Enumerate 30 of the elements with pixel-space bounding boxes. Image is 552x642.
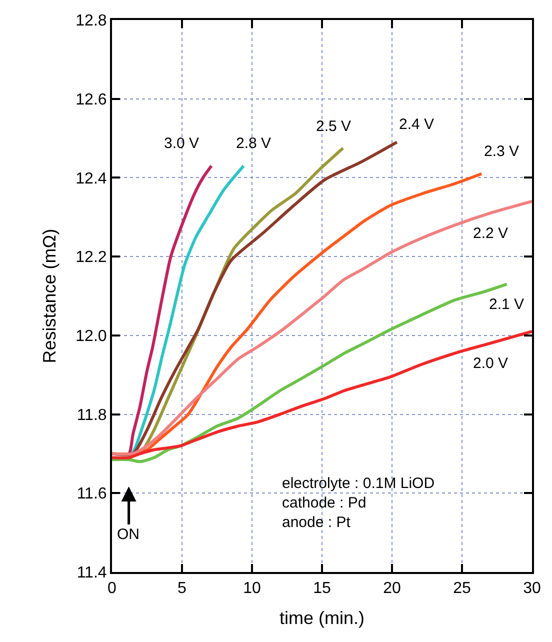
x-tick-label: 10 bbox=[243, 580, 261, 598]
x-axis-title: time (min.) bbox=[280, 608, 364, 628]
y-tick-label: 11.4 bbox=[76, 564, 107, 582]
y-tick-label: 12.6 bbox=[76, 91, 107, 108]
series-label: 2.5 V bbox=[316, 118, 352, 135]
x-tick-label: 30 bbox=[523, 580, 541, 598]
line-series bbox=[112, 200, 532, 456]
series-label: 2.2 V bbox=[473, 225, 508, 242]
line-series bbox=[112, 330, 532, 460]
series-label: 2.8 V bbox=[236, 135, 272, 152]
x-tick-label: 15 bbox=[313, 580, 331, 598]
y-tick-label: 12.8 bbox=[76, 12, 107, 30]
y-tick-label: 11.8 bbox=[76, 406, 107, 424]
x-tick-label: 0 bbox=[108, 580, 117, 598]
series-label: 2.4 V bbox=[399, 116, 434, 133]
y-tick-label: 12.0 bbox=[76, 328, 107, 346]
series-label: 2.0 V bbox=[473, 355, 508, 372]
y-tick-label: 12.2 bbox=[76, 249, 107, 266]
annotation: ON bbox=[117, 526, 140, 543]
annotation: electrolyte : 0.1M LiOD cathode : Pd anode : Pt bbox=[282, 475, 435, 531]
x-tick-label: 25 bbox=[453, 580, 471, 598]
y-tick-label: 12.4 bbox=[76, 170, 107, 188]
y-axis-title: Resistance (mΩ) bbox=[39, 228, 60, 364]
series-label: 2.1 V bbox=[489, 296, 524, 313]
series-label: 2.3 V bbox=[484, 143, 520, 160]
series-label: 3.0 V bbox=[164, 135, 200, 152]
x-tick-label: 20 bbox=[383, 580, 401, 598]
line-series bbox=[112, 282, 508, 464]
y-tick-label: 11.6 bbox=[76, 486, 107, 503]
x-tick-label: 5 bbox=[178, 580, 187, 598]
